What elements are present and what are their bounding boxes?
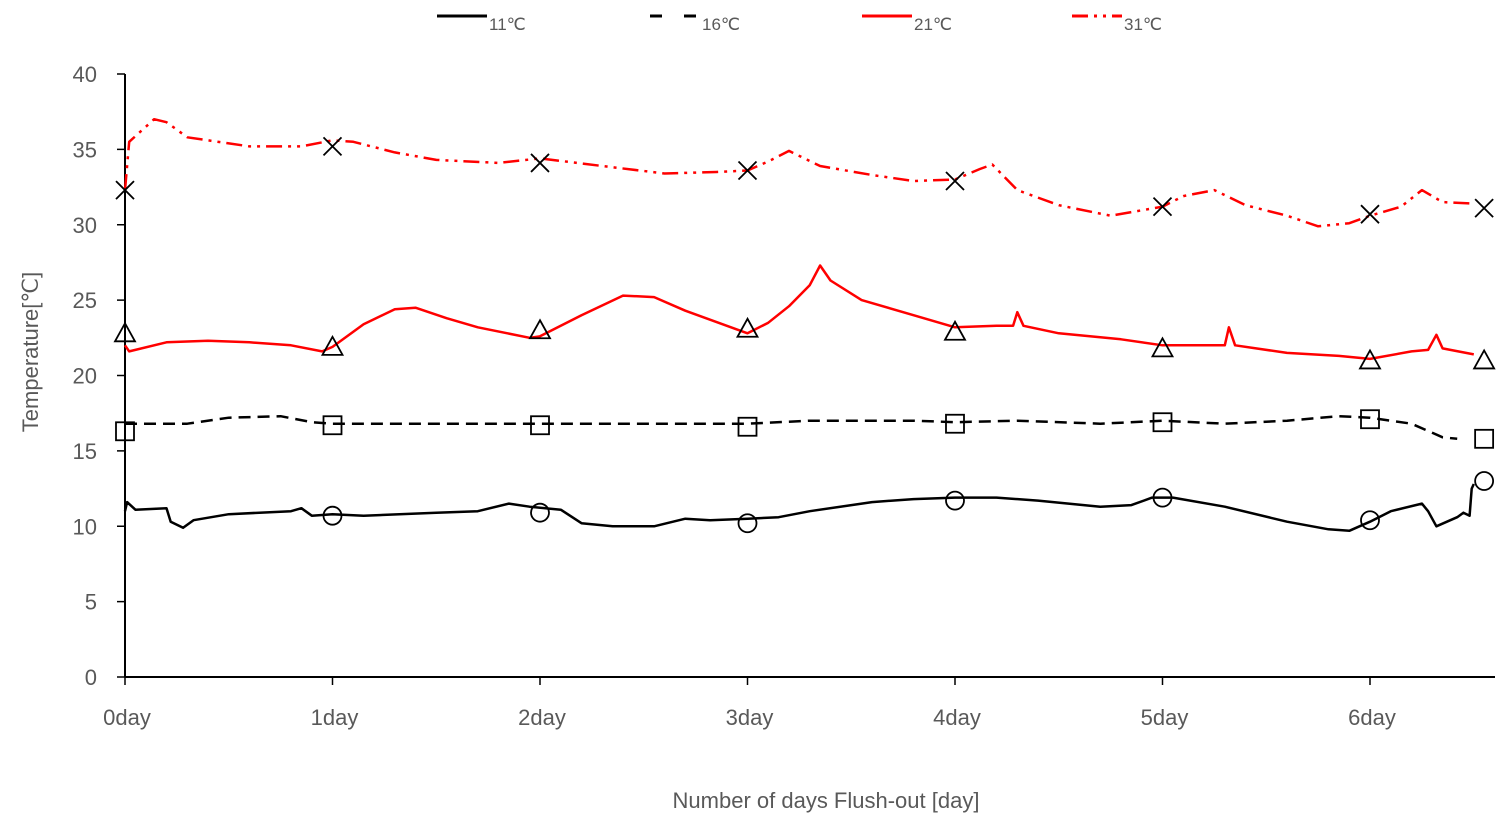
y-axis-title: Temperature[℃] [18,272,43,432]
series-line-4 [123,117,1474,228]
series-line-2 [125,414,1458,441]
series-3-marker [528,318,552,340]
series-1-marker [322,505,343,526]
series-1-marker [737,513,758,534]
series-2-marker [322,415,343,436]
series-3-marker [113,321,137,343]
series-3-marker [943,319,967,341]
x-tick-label: 1day [311,705,359,730]
series-4-marker [322,136,343,156]
series-4-marker [737,160,758,181]
legend-label-3: 21℃ [914,15,952,34]
series-4-marker [1474,198,1494,218]
series-2-marker [737,416,758,437]
series-4-marker [945,171,965,191]
series-3-marker [1150,336,1175,358]
legend-label-4: 31℃ [1124,15,1162,34]
series-2-marker [1360,409,1380,430]
y-tick-label: 20 [73,364,97,389]
series-1-marker [945,490,965,511]
x-tick-label: 6day [1348,705,1396,730]
x-tick-label: 3day [726,705,774,730]
series-lines [123,117,1475,533]
series-3-marker [735,316,760,338]
x-tick-label: 2day [518,705,566,730]
x-tick-label: 5day [1141,705,1189,730]
series-1-marker [1360,510,1380,531]
y-axis-ticks: 0 5 10 15 20 25 30 35 40 [73,62,125,690]
series-1-marker [1152,487,1173,508]
y-tick-label: 40 [73,62,97,87]
series-3-marker [1358,348,1382,370]
series-markers [113,136,1496,534]
series-3-marker [1472,348,1496,370]
series-2-marker [1152,412,1173,433]
series-4-marker [115,180,135,200]
series-1-marker [1474,471,1495,491]
x-axis-title: Number of days Flush-out [day] [673,788,980,813]
x-axis-ticks: 0day 1day 2day 3day 4day 5day 6day [103,677,1396,730]
y-tick-label: 10 [73,514,97,539]
series-line-1 [123,483,1475,533]
series-3-marker [320,335,345,356]
y-tick-label: 5 [85,590,97,615]
legend-label-2: 16℃ [702,15,740,34]
series-1-marker [530,502,550,523]
series-2-marker [530,415,550,436]
legend-label-1: 11℃ [489,15,526,34]
series-4-marker [530,153,550,173]
x-tick-label: 0day [103,705,151,730]
y-tick-label: 30 [73,213,97,238]
series-4-marker [1360,204,1380,224]
y-tick-label: 15 [73,439,97,464]
series-4-marker [1152,197,1173,217]
y-tick-label: 0 [85,665,97,690]
y-tick-label: 25 [73,288,97,313]
series-line-3 [123,264,1475,361]
series-2-marker [115,421,135,442]
series-2-marker [945,413,965,434]
y-tick-label: 35 [73,137,97,162]
series-2-marker [1474,428,1495,449]
legend: 11℃ 16℃ 21℃ 31℃ [437,14,1162,34]
x-tick-label: 4day [933,705,981,730]
